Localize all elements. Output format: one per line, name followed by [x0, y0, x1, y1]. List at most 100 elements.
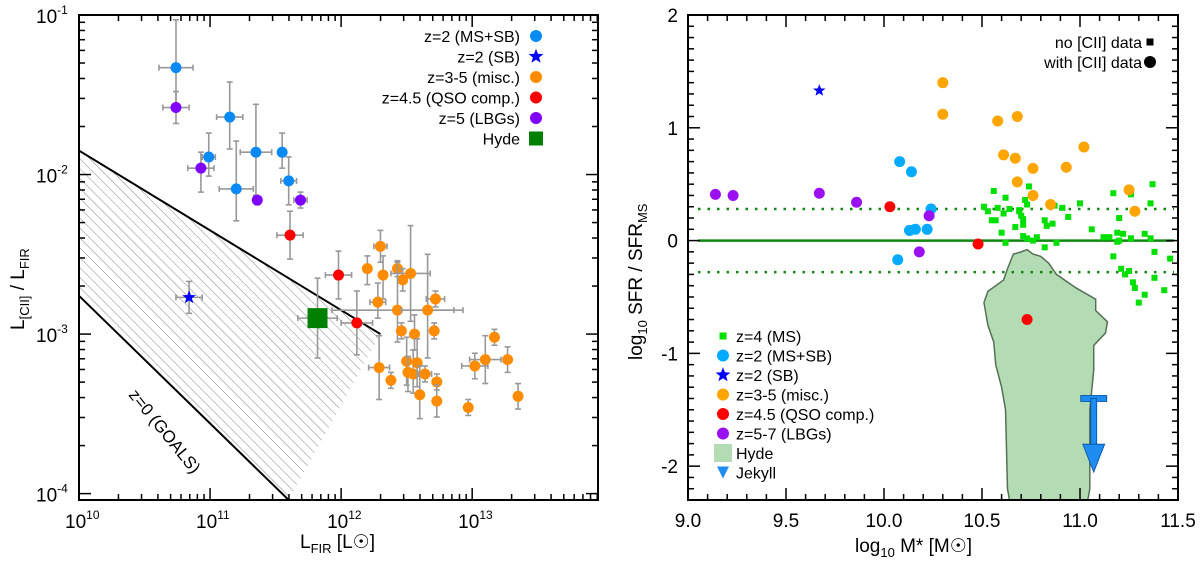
data-point: [502, 354, 514, 366]
data-point: [283, 175, 295, 187]
x-tick-label: 1012: [327, 508, 362, 533]
y-tick-label: 2: [667, 6, 678, 27]
data-point: [1141, 230, 1148, 237]
data-point: [361, 263, 373, 275]
marker-legend-label: no [CII] data: [1055, 35, 1142, 52]
data-point: [351, 317, 363, 329]
y-tick-label: 10-2: [36, 163, 68, 188]
legend-marker: [715, 367, 731, 382]
data-point: [1127, 235, 1134, 242]
data-point: [1006, 206, 1013, 212]
data-point: [992, 115, 1004, 127]
x-axis-label-unit: [L☉]: [332, 532, 375, 553]
data-point: [1027, 189, 1039, 201]
data-point: [813, 84, 826, 96]
left-panel: z=0 (GOALS)1010 1011 1012 101310-110-210-31…: [8, 3, 599, 556]
data-point: [923, 210, 935, 222]
series-z-4-5-qso-comp-: [276, 210, 374, 356]
data-point: [851, 196, 863, 208]
data-point: [431, 395, 443, 407]
data-point: [1141, 291, 1148, 298]
data-point: [894, 156, 906, 168]
y-axis-label: L[CII] / LFIR: [8, 248, 32, 330]
x-tick-label: 10.5: [964, 511, 1001, 532]
series-z-2-ms-sb-: [892, 156, 937, 266]
hyde-region: [983, 248, 1109, 500]
data-point: [1147, 235, 1154, 242]
legend-marker: [529, 131, 543, 146]
series-z-5-7-lbgs-: [709, 187, 935, 258]
data-point: [998, 229, 1005, 236]
series-z-5-lbgs-: [162, 90, 308, 209]
data-point: [1088, 226, 1095, 233]
data-point: [937, 77, 949, 89]
data-point: [1135, 299, 1142, 306]
data-point: [203, 151, 215, 163]
data-point: [1120, 230, 1127, 237]
legend-label: z=2 (MS+SB): [424, 29, 520, 46]
data-point: [1009, 152, 1021, 164]
data-point: [284, 229, 296, 241]
legend-label: Hyde: [736, 446, 773, 463]
data-point: [276, 146, 288, 158]
data-point: [1045, 198, 1057, 210]
data-point: [1123, 184, 1135, 196]
y-axis-label: log10 SFR / SFRMS: [626, 203, 650, 360]
data-point: [170, 62, 182, 74]
axes-frame: [687, 14, 1179, 501]
right-panel: 9.0 9.5 10.0 10.5 11.0 11.5 -2 -1 0 1 2 log10 M* [M…: [626, 6, 1196, 560]
legend-label: z=4.5 (QSO comp.): [736, 407, 874, 424]
data-point: [1012, 224, 1019, 231]
y-axis-label-sub: [CII]: [17, 296, 32, 320]
error-bar: [218, 140, 255, 222]
data-point: [1147, 200, 1154, 207]
data-point: [1026, 183, 1033, 190]
legend-label: z=5 (LBGs): [439, 111, 520, 128]
data-point: [1021, 314, 1033, 326]
data-point: [1110, 253, 1117, 260]
x-axis-label-rest: M* [M☉]: [895, 536, 972, 557]
series-z-4-ms-: [980, 181, 1174, 306]
data-point: [374, 240, 386, 252]
data-point: [170, 102, 182, 114]
data-point: [1011, 111, 1023, 123]
data-point: [1129, 205, 1141, 217]
x-axis-label-sub: FIR: [311, 541, 332, 556]
data-point: [1024, 235, 1031, 242]
legend-label: z=3-5 (misc.): [427, 70, 520, 87]
data-point: [1033, 234, 1040, 241]
x-tick-label: 11.0: [1062, 511, 1098, 532]
goals-lower-line: [79, 295, 290, 500]
x-tick-exponent: 11: [217, 508, 230, 522]
legend: z=2 (MS+SB) z=2 (SB) z=3-5 (misc.) z=4.5 (Q…: [382, 29, 544, 149]
x-tick-exponent: 12: [348, 508, 362, 522]
data-point: [1077, 200, 1083, 207]
data-point: [988, 217, 995, 224]
marker-legend-icon: [1144, 56, 1156, 68]
data-point: [1027, 162, 1039, 174]
y-tick-label: -2: [661, 457, 678, 478]
data-point: [397, 274, 409, 286]
x-tick-label: 1011: [196, 508, 230, 533]
legend: z=4 (MS) z=2 (MS+SB) z=2 (SB) z=3-5 (misc.)…: [714, 329, 874, 483]
data-point: [1116, 215, 1123, 222]
y-tick-exponent: -1: [57, 3, 68, 17]
data-point: [409, 328, 421, 340]
data-point: [1116, 237, 1123, 244]
legend-marker: [717, 408, 729, 420]
x-tick-label: 11.5: [1160, 511, 1196, 532]
data-point: [1122, 271, 1129, 278]
data-point: [921, 223, 933, 235]
data-point: [884, 201, 896, 213]
data-point: [372, 296, 384, 308]
y-tick-label: 10-4: [36, 482, 68, 507]
data-point: [1002, 239, 1009, 246]
data-point: [488, 331, 500, 343]
data-point: [428, 325, 440, 337]
data-point: [1059, 204, 1066, 211]
series-z-2-sb-: [175, 280, 203, 315]
data-point: [1043, 222, 1050, 229]
data-point: [1020, 216, 1027, 223]
data-point: [479, 354, 491, 366]
